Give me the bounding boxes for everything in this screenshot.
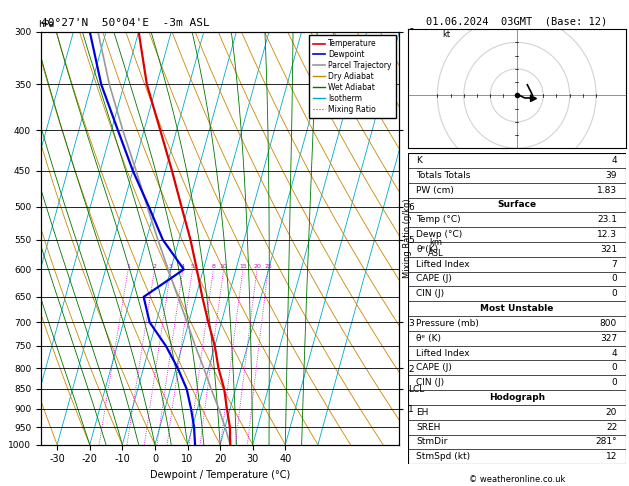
Text: 15: 15 xyxy=(239,264,247,269)
Text: 2: 2 xyxy=(153,264,157,269)
Text: Surface: Surface xyxy=(497,200,537,209)
Text: hPa: hPa xyxy=(38,20,54,29)
Text: 12.3: 12.3 xyxy=(597,230,617,239)
Text: 01.06.2024  03GMT  (Base: 12): 01.06.2024 03GMT (Base: 12) xyxy=(426,17,608,27)
Text: CIN (J): CIN (J) xyxy=(416,289,445,298)
Text: StmDir: StmDir xyxy=(416,437,448,447)
Text: CAPE (J): CAPE (J) xyxy=(416,364,452,372)
Text: 5: 5 xyxy=(191,264,194,269)
Text: CIN (J): CIN (J) xyxy=(416,378,445,387)
Text: 1: 1 xyxy=(126,264,130,269)
Y-axis label: hPa: hPa xyxy=(0,229,3,247)
Text: 3: 3 xyxy=(169,264,173,269)
X-axis label: Dewpoint / Temperature (°C): Dewpoint / Temperature (°C) xyxy=(150,470,290,480)
Text: 25: 25 xyxy=(264,264,272,269)
Text: 20: 20 xyxy=(253,264,261,269)
Text: 12: 12 xyxy=(606,452,617,461)
Text: 7: 7 xyxy=(611,260,617,269)
Text: PW (cm): PW (cm) xyxy=(416,186,454,194)
Text: 0: 0 xyxy=(611,378,617,387)
Text: 1.83: 1.83 xyxy=(597,186,617,194)
Text: 4: 4 xyxy=(181,264,185,269)
Text: CAPE (J): CAPE (J) xyxy=(416,275,452,283)
Text: 327: 327 xyxy=(600,334,617,343)
Text: Totals Totals: Totals Totals xyxy=(416,171,470,180)
Text: 321: 321 xyxy=(600,245,617,254)
Text: © weatheronline.co.uk: © weatheronline.co.uk xyxy=(469,474,565,484)
Text: Dewp (°C): Dewp (°C) xyxy=(416,230,462,239)
Text: Lifted Index: Lifted Index xyxy=(416,260,470,269)
Text: 0: 0 xyxy=(611,289,617,298)
Text: Pressure (mb): Pressure (mb) xyxy=(416,319,479,328)
Text: 40°27'N  50°04'E  -3m ASL: 40°27'N 50°04'E -3m ASL xyxy=(41,18,209,28)
Y-axis label: km
ASL: km ASL xyxy=(428,238,443,258)
Legend: Temperature, Dewpoint, Parcel Trajectory, Dry Adiabat, Wet Adiabat, Isotherm, Mi: Temperature, Dewpoint, Parcel Trajectory… xyxy=(309,35,396,118)
Text: 23.1: 23.1 xyxy=(597,215,617,224)
Text: Lifted Index: Lifted Index xyxy=(416,348,470,358)
Text: θᵉ(K): θᵉ(K) xyxy=(416,245,438,254)
Text: SREH: SREH xyxy=(416,423,441,432)
Text: 39: 39 xyxy=(606,171,617,180)
Text: θᵉ (K): θᵉ (K) xyxy=(416,334,442,343)
Text: Most Unstable: Most Unstable xyxy=(480,304,554,313)
Text: Temp (°C): Temp (°C) xyxy=(416,215,461,224)
Text: 0: 0 xyxy=(611,275,617,283)
Text: 8: 8 xyxy=(211,264,215,269)
Text: 281°: 281° xyxy=(596,437,617,447)
Text: EH: EH xyxy=(416,408,429,417)
Text: 10: 10 xyxy=(220,264,228,269)
Text: K: K xyxy=(416,156,422,165)
Text: StmSpd (kt): StmSpd (kt) xyxy=(416,452,470,461)
Text: kt: kt xyxy=(443,30,451,39)
Text: Hodograph: Hodograph xyxy=(489,393,545,402)
Text: 22: 22 xyxy=(606,423,617,432)
Text: 4: 4 xyxy=(611,348,617,358)
Text: 4: 4 xyxy=(611,156,617,165)
Text: 0: 0 xyxy=(611,364,617,372)
Text: 20: 20 xyxy=(606,408,617,417)
Text: Mixing Ratio (g/kg): Mixing Ratio (g/kg) xyxy=(403,198,411,278)
Text: 800: 800 xyxy=(600,319,617,328)
